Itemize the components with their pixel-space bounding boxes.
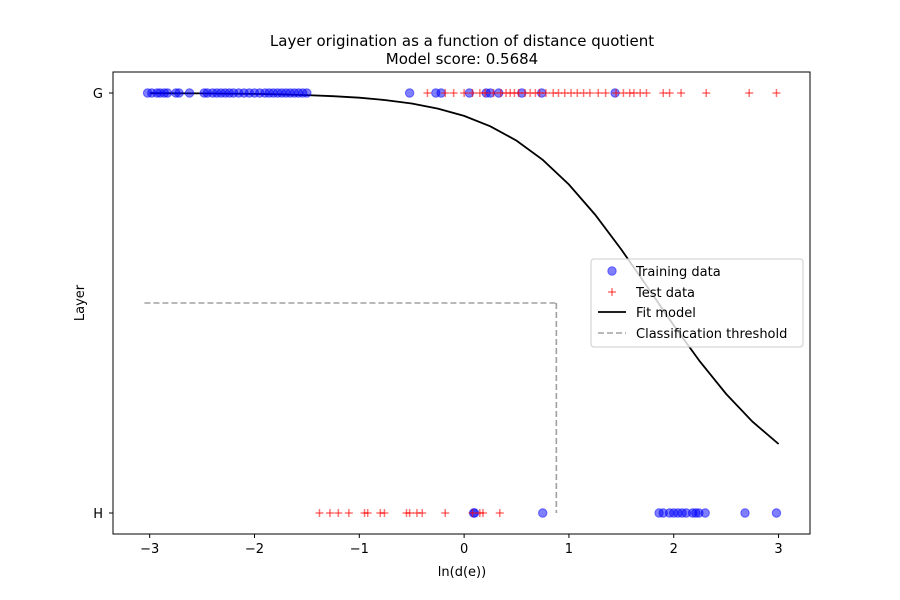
legend-label: Classification threshold [636, 327, 787, 342]
test-point [489, 89, 498, 97]
legend-label: Test data [635, 286, 695, 301]
test-point [585, 89, 594, 97]
test-point [478, 509, 487, 517]
test-point [495, 509, 504, 517]
y-axis: HG [93, 87, 113, 522]
test-point [601, 89, 610, 97]
test-point [423, 89, 432, 97]
x-tick-label: −2 [245, 542, 264, 557]
test-point [612, 89, 621, 97]
x-tick-label: 1 [565, 542, 573, 557]
chart-subtitle: Model score: 0.5684 [386, 50, 538, 68]
x-tick-label: 3 [774, 542, 782, 557]
test-point [315, 509, 324, 517]
test-point [745, 89, 754, 97]
test-point [594, 89, 603, 97]
legend-box [590, 258, 804, 348]
x-axis-label: ln(d(e)) [438, 565, 486, 580]
training-point [740, 508, 750, 518]
x-tick-label: −1 [350, 542, 369, 557]
test-point [481, 89, 490, 97]
legend: Training data Test data Fit model Classific… [590, 258, 804, 348]
test-point [541, 89, 550, 97]
test-point [325, 509, 334, 517]
test-point [772, 89, 781, 97]
test-point [460, 89, 469, 97]
training-point [302, 88, 312, 98]
training-point [162, 88, 173, 98]
training-point [404, 88, 415, 98]
training-point [700, 508, 710, 518]
training-point [174, 88, 184, 98]
test-point [677, 89, 686, 97]
test-point [334, 509, 343, 517]
x-tick-label: −3 [140, 542, 159, 557]
x-axis: −3 −2 −1 0 1 2 3 [140, 534, 783, 557]
y-axis-label: Layer [73, 284, 88, 321]
x-axis-label-text: ln(d(e)) [438, 565, 486, 580]
training-point [538, 508, 548, 518]
test-point [363, 509, 372, 517]
test-point [441, 509, 450, 517]
legend-label: Training data [635, 265, 721, 280]
test-point [702, 89, 711, 97]
y-tick-label: H [93, 507, 103, 522]
chart-title: Layer origination as a function of dista… [270, 32, 654, 50]
y-tick-label: G [93, 87, 103, 102]
test-point [405, 509, 414, 517]
test-point [441, 89, 450, 97]
axes-frame [112, 71, 811, 535]
x-tick-label: 0 [460, 542, 468, 557]
test-point [665, 89, 674, 97]
test-point [418, 509, 427, 517]
test-point [468, 509, 477, 517]
test-point [449, 89, 458, 97]
training-point [184, 88, 195, 98]
test-point [344, 509, 353, 517]
legend-test-marker [608, 288, 616, 296]
legend-training-marker [607, 266, 617, 276]
test-point [380, 509, 389, 517]
x-tick-label: 2 [670, 542, 678, 557]
training-point [771, 508, 782, 518]
legend-items: Training data Test data Fit model Classific… [598, 265, 787, 342]
test-point [468, 89, 477, 97]
test-point [642, 89, 651, 97]
legend-label: Fit model [636, 306, 696, 321]
